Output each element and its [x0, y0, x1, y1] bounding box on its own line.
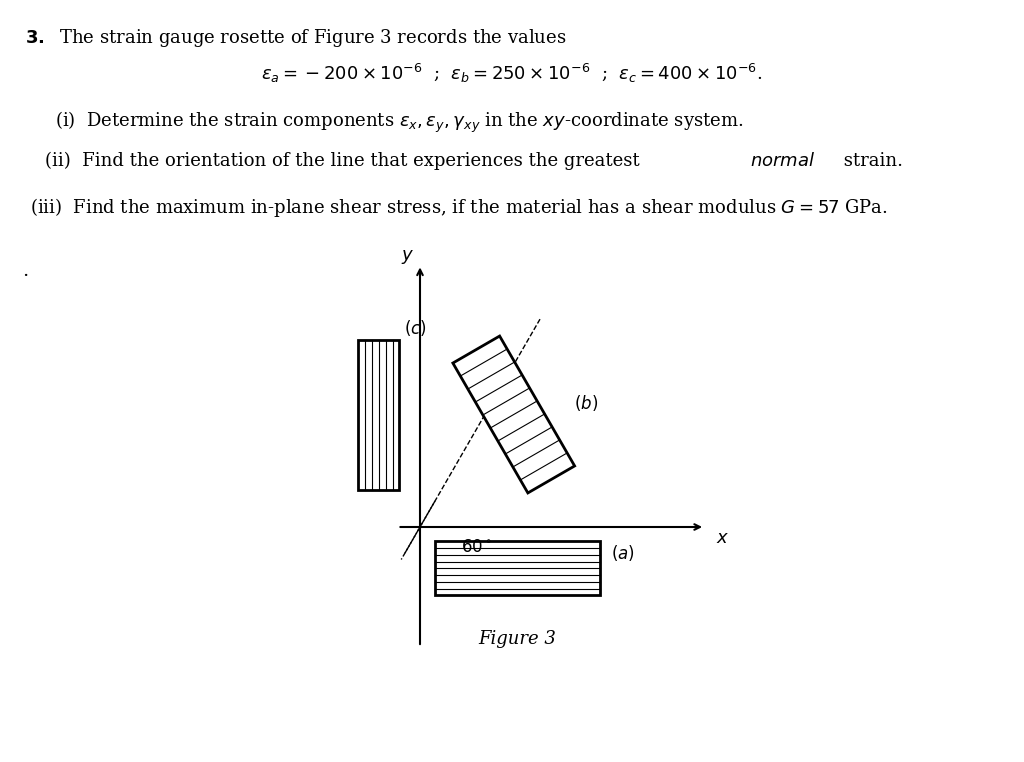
- Polygon shape: [453, 336, 574, 493]
- Text: (iii)  Find the maximum in-plane shear stress, if the material has a shear modul: (iii) Find the maximum in-plane shear st…: [30, 196, 888, 219]
- Text: $(a)$: $(a)$: [611, 543, 635, 563]
- Polygon shape: [435, 541, 600, 595]
- Text: $x$: $x$: [716, 530, 729, 547]
- Text: $(c)$: $(c)$: [403, 319, 426, 338]
- Text: Figure 3: Figure 3: [478, 630, 556, 648]
- Text: (ii)  Find the orientation of the line that experiences the greatest: (ii) Find the orientation of the line th…: [45, 152, 645, 170]
- Text: $\epsilon_a = -200 \times 10^{-6}$  ;  $\epsilon_b = 250 \times 10^{-6}$  ;  $\e: $\epsilon_a = -200 \times 10^{-6}$ ; $\e…: [261, 62, 763, 85]
- Text: $(b)$: $(b)$: [573, 393, 598, 413]
- Text: $60^\circ$: $60^\circ$: [461, 539, 493, 556]
- Text: $\mathbf{3.}$  The strain gauge rosette of Figure 3 records the values: $\mathbf{3.}$ The strain gauge rosette o…: [25, 27, 566, 49]
- Text: $y$: $y$: [401, 248, 415, 266]
- Polygon shape: [358, 340, 399, 489]
- Text: (i)  Determine the strain components $\epsilon_x, \epsilon_y, \gamma_{xy}$ in th: (i) Determine the strain components $\ep…: [55, 110, 743, 135]
- Text: strain.: strain.: [838, 152, 903, 170]
- Text: .: .: [22, 262, 29, 280]
- Text: $\it{normal}$: $\it{normal}$: [750, 152, 815, 170]
